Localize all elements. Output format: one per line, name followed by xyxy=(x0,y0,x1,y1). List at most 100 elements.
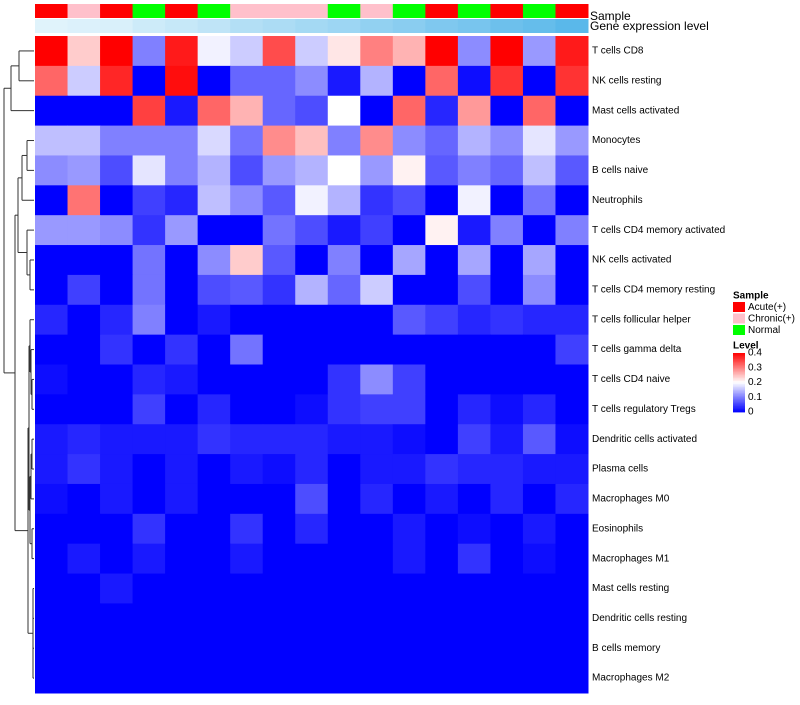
heatmap-cell xyxy=(457,364,491,395)
heatmap-cell xyxy=(132,483,166,515)
heatmap-cell xyxy=(132,65,166,97)
sample-annotation-cell xyxy=(132,4,166,18)
heatmap-cell xyxy=(490,364,524,395)
heatmap-cell xyxy=(457,36,491,67)
heatmap-cell xyxy=(555,155,589,186)
heatmap-cell xyxy=(295,394,329,425)
heatmap-cell xyxy=(457,663,491,694)
heatmap-cell xyxy=(360,185,394,216)
heatmap-cell xyxy=(262,185,296,216)
sample-annotation-cell xyxy=(165,4,199,18)
legend-level-title: Level xyxy=(733,341,759,352)
heatmap-cell xyxy=(67,513,101,545)
heatmap-cell xyxy=(555,633,589,664)
heatmap-cell xyxy=(67,573,101,604)
heatmap-cell xyxy=(457,424,491,455)
heatmap-cell xyxy=(392,215,426,246)
heatmap-cell xyxy=(132,603,166,634)
heatmap-cell xyxy=(327,95,361,127)
heatmap-cell xyxy=(295,663,329,694)
row-label: T cells CD4 naive xyxy=(592,374,671,385)
legend-level-tick: 0.3 xyxy=(748,362,762,373)
heatmap-cell xyxy=(35,483,69,515)
heatmap-cell xyxy=(132,304,166,336)
heatmap-cell xyxy=(100,663,134,694)
legend-colorbar-step xyxy=(733,370,745,373)
heatmap-cell xyxy=(67,215,101,246)
legend-colorbar-step xyxy=(733,395,745,398)
row-label: Macrophages M2 xyxy=(592,673,670,684)
heatmap-cell xyxy=(132,215,166,246)
gene-expression-annotation-cell xyxy=(100,19,134,33)
heatmap-cell xyxy=(425,185,459,216)
legend-colorbar-step xyxy=(733,353,745,355)
heatmap-cell xyxy=(327,65,361,97)
heatmap-cell xyxy=(100,36,134,67)
heatmap-cell xyxy=(165,483,199,515)
heatmap-cell xyxy=(555,424,589,455)
legend-level-tick: 0 xyxy=(748,407,754,418)
heatmap-cell xyxy=(67,274,101,306)
row-label: T cells regulatory Tregs xyxy=(592,404,696,415)
heatmap-cell xyxy=(165,65,199,97)
heatmap-cell xyxy=(230,334,264,365)
heatmap-cell xyxy=(457,483,491,515)
heatmap-cell xyxy=(67,543,101,575)
heatmap-cell xyxy=(327,364,361,395)
heatmap-cell xyxy=(555,125,589,156)
legend-level-ticks: 0.4 0.3 0.2 0.1 0 xyxy=(748,348,762,418)
heatmap-cell xyxy=(425,364,459,395)
heatmap-cell xyxy=(67,125,101,156)
heatmap-cell xyxy=(327,215,361,246)
legend-colorbar-step xyxy=(733,404,745,407)
heatmap-cell xyxy=(67,663,101,694)
heatmap-cell xyxy=(425,543,459,575)
heatmap-cell xyxy=(457,274,491,306)
heatmap-cell xyxy=(360,543,394,575)
sample-annotation-bar xyxy=(35,4,589,18)
heatmap-cell xyxy=(197,394,231,425)
heatmap-cell xyxy=(555,65,589,97)
heatmap-cell xyxy=(360,454,394,485)
heatmap-cell xyxy=(100,185,134,216)
heatmap-cell xyxy=(100,543,134,575)
heatmap-cell xyxy=(67,245,101,276)
heatmap-cell xyxy=(425,65,459,97)
sample-annotation-cell xyxy=(425,4,459,18)
gene-expression-annotation-bar xyxy=(35,19,589,33)
heatmap-cell xyxy=(132,513,166,545)
heatmap-cell xyxy=(262,513,296,545)
heatmap-cell xyxy=(360,95,394,127)
heatmap-cell xyxy=(230,215,264,246)
heatmap-cell xyxy=(35,304,69,336)
heatmap-cell xyxy=(327,633,361,664)
heatmap-cell xyxy=(132,36,166,67)
heatmap-cell xyxy=(522,513,556,545)
heatmap-cell xyxy=(360,573,394,604)
heatmap-cell xyxy=(457,603,491,634)
heatmap-cell xyxy=(457,125,491,156)
heatmap-cell xyxy=(327,663,361,694)
heatmap-cell xyxy=(360,633,394,664)
heatmap-cell xyxy=(262,125,296,156)
heatmap-cell xyxy=(165,274,199,306)
heatmap-cell xyxy=(197,513,231,545)
heatmap-cell xyxy=(392,394,426,425)
heatmap-cell xyxy=(522,95,556,127)
heatmap-cell xyxy=(490,304,524,336)
heatmap-cell xyxy=(165,573,199,604)
heatmap-cell xyxy=(425,633,459,664)
heatmap-cell xyxy=(555,36,589,67)
legend-colorbar-step xyxy=(733,379,745,382)
heatmap-cell xyxy=(197,603,231,634)
heatmap-cell xyxy=(35,125,69,156)
heatmap-cell xyxy=(230,185,264,216)
row-labels: T cells CD8 NK cells resting Mast cells ac… xyxy=(592,46,725,684)
heatmap-cell xyxy=(327,245,361,276)
heatmap-cell xyxy=(425,603,459,634)
heatmap-cell xyxy=(327,125,361,156)
legend-level-tick: 0.4 xyxy=(748,348,762,359)
heatmap-cell xyxy=(555,304,589,336)
heatmap-cell xyxy=(165,215,199,246)
